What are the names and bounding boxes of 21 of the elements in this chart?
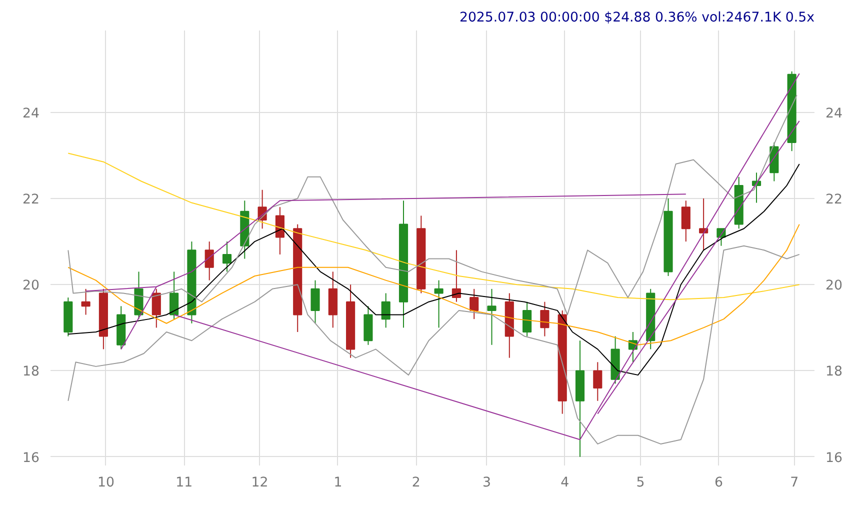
y2-tick-label: 18 — [826, 364, 842, 380]
y-tick-label: 18 — [22, 364, 40, 380]
x-tick-label: 6 — [714, 476, 723, 490]
x-tick-label: 12 — [251, 476, 268, 490]
y2-tick-label: 16 — [826, 450, 842, 466]
x-tick-label: 11 — [176, 476, 193, 490]
y-tick-label: 24 — [22, 106, 40, 122]
y2-tick-label: 24 — [826, 106, 842, 122]
y2-tick-label: 20 — [826, 278, 842, 294]
x-tick-label: 10 — [97, 476, 114, 490]
y-tick-label: 20 — [22, 278, 40, 294]
x-tick-label: 4 — [560, 476, 570, 490]
x-tick-label: 3 — [482, 476, 491, 490]
x-tick-label: 1 — [334, 476, 342, 490]
y2-tick-label: 22 — [826, 192, 842, 208]
x-tick-label: 2 — [412, 476, 420, 490]
y-tick-label: 22 — [22, 192, 40, 208]
x-tick-label: 7 — [790, 476, 799, 490]
chart-title: 2025.07.03 00:00:00 $24.88 0.36% vol:2467.1K 0.5x — [459, 10, 815, 26]
x-tick-label: 5 — [636, 476, 645, 490]
y-tick-label: 16 — [22, 450, 40, 466]
